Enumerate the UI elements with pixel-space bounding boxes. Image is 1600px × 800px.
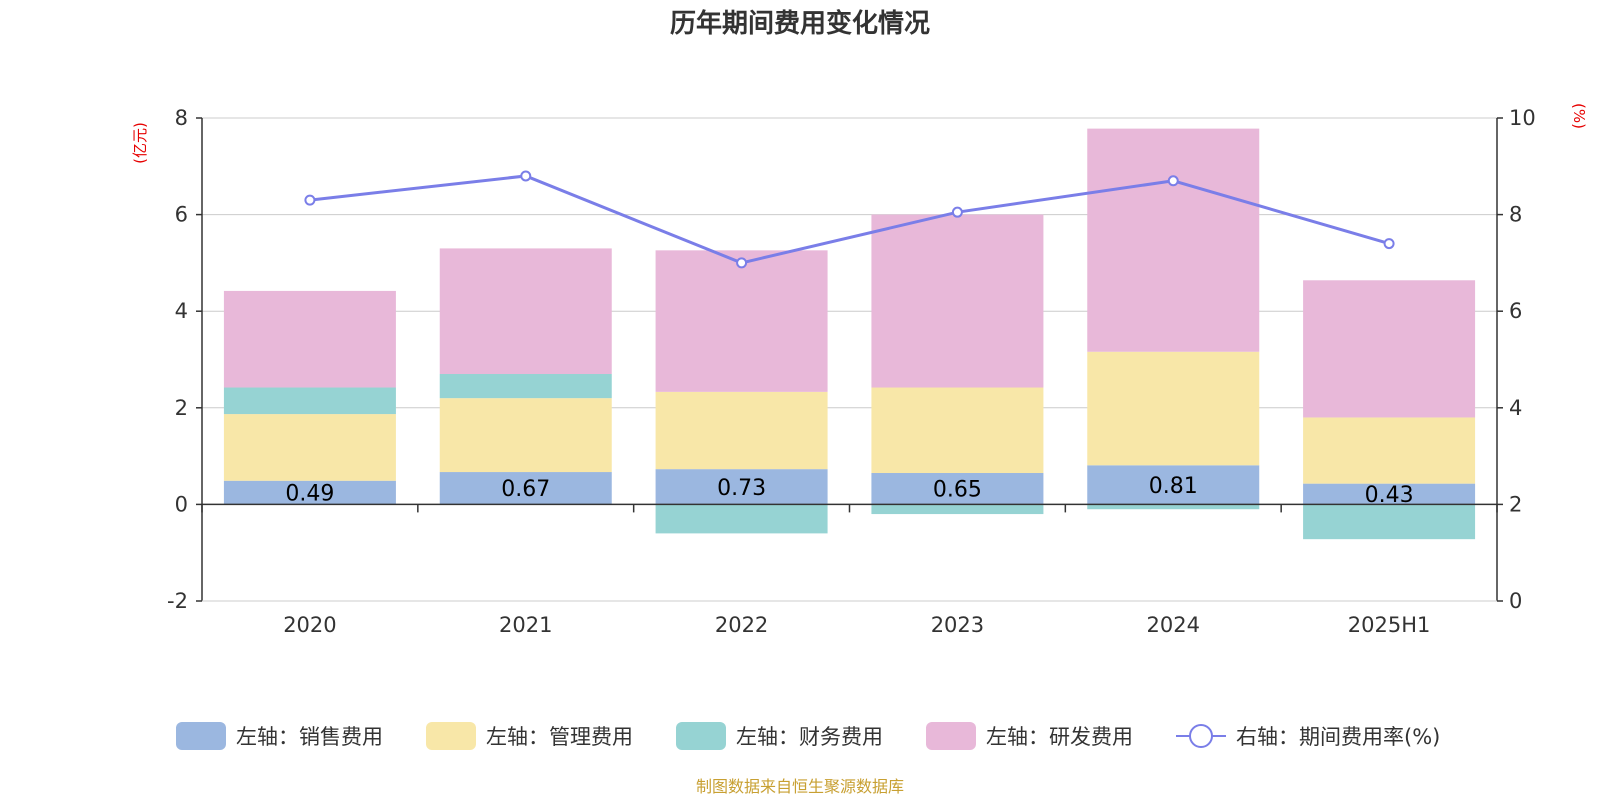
bar (223, 480, 396, 505)
rate-line (304, 170, 1395, 269)
bar (871, 504, 1044, 515)
bar (1303, 280, 1476, 418)
bar (871, 473, 1044, 505)
bar (1303, 483, 1476, 505)
bars (223, 128, 1476, 540)
bar (655, 391, 828, 470)
legend: 左轴：销售费用 左轴：管理费用 左轴：财务费用 左轴：研发费用 右轴：期间费用率(%) (176, 722, 1440, 750)
left-axis-tick-label: 8 (175, 106, 188, 130)
bar (871, 214, 1044, 388)
left-axis-unit: (亿元) (131, 122, 149, 164)
bar (223, 290, 396, 388)
x-axis-tick-label: 2021 (499, 613, 552, 637)
right-axis-unit: (%) (1570, 103, 1588, 129)
data-label: 0.67 (501, 477, 550, 502)
rate-line-point (1167, 175, 1179, 187)
x-axis-tick-label: 2024 (1147, 613, 1200, 637)
chart-title: 历年期间费用变化情况 (670, 8, 930, 39)
legend-label: 右轴：期间费用率(%) (1236, 725, 1440, 749)
data-label: 0.65 (933, 478, 982, 503)
data-label: 0.81 (1149, 474, 1198, 499)
rate-line-point (736, 257, 748, 269)
x-axis-tick-label: 2023 (931, 613, 984, 637)
left-axis-tick-label: 2 (175, 396, 188, 420)
rate-line-point (951, 206, 963, 218)
bar (223, 387, 396, 415)
bar (439, 472, 612, 505)
bar (223, 414, 396, 481)
legend-swatch-marker (1189, 724, 1213, 748)
bar (655, 469, 828, 505)
data-label: 0.43 (1365, 483, 1414, 508)
bar (655, 250, 828, 392)
bar (439, 398, 612, 473)
left-axis-tick-label: 4 (175, 299, 188, 323)
right-axis-tick-label: 6 (1509, 299, 1522, 323)
right-axis-tick-label: 10 (1509, 106, 1536, 130)
legend-swatch (926, 722, 976, 750)
bar (1303, 417, 1476, 484)
legend-label: 左轴：研发费用 (986, 725, 1133, 749)
data-labels: 0.49 0.67 0.73 0.65 0.81 0.43 (285, 474, 1413, 508)
legend-swatch (676, 722, 726, 750)
bar (1087, 504, 1260, 510)
rate-line-point (304, 194, 316, 206)
legend-swatch (176, 722, 226, 750)
bar (1087, 351, 1260, 466)
legend-swatch (426, 722, 476, 750)
right-axis-tick-label: 4 (1509, 396, 1522, 420)
data-label: 0.49 (285, 482, 334, 507)
rate-line-point (1383, 238, 1395, 250)
axes: -2 0 2 4 6 8 0 2 4 6 8 10 2020 2021 2022 2023 2024 2025H1 (167, 106, 1536, 637)
bar (1087, 128, 1260, 352)
right-axis-tick-label: 0 (1509, 589, 1522, 613)
right-axis-tick-label: 2 (1509, 492, 1522, 516)
bar (655, 504, 828, 534)
legend-label: 左轴：管理费用 (486, 725, 633, 749)
rate-line-path (309, 174, 1390, 265)
bar (1303, 504, 1476, 540)
legend-label: 左轴：销售费用 (236, 725, 383, 749)
x-axis-tick-label: 2022 (715, 613, 768, 637)
bar (871, 387, 1044, 474)
bar (1087, 465, 1260, 505)
data-label: 0.73 (717, 476, 766, 501)
bar (439, 248, 612, 374)
source-note: 制图数据来自恒生聚源数据库 (696, 777, 904, 796)
rate-line-point (520, 170, 532, 182)
x-axis-tick-label: 2025H1 (1348, 613, 1431, 637)
bar (439, 373, 612, 399)
legend-label: 左轴：财务费用 (736, 725, 883, 749)
left-axis-tick-label: 0 (175, 492, 188, 516)
left-axis-tick-label: 6 (175, 203, 188, 227)
right-axis-tick-label: 8 (1509, 203, 1522, 227)
left-axis-tick-label: -2 (167, 589, 188, 613)
x-axis-tick-label: 2020 (283, 613, 336, 637)
